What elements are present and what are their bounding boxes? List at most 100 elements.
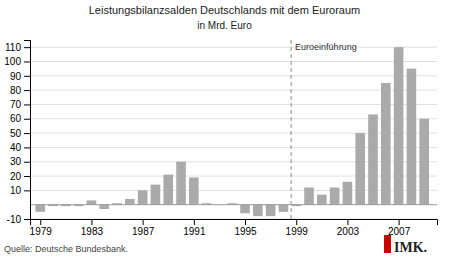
tick-label: 1979: [30, 226, 53, 237]
y-axis: -10 10 20 30 40 50 60 70 80 90 100 110: [4, 41, 30, 225]
tick: 2007: [388, 219, 411, 237]
grid-line: [30, 61, 437, 62]
tick-label: 10: [10, 185, 22, 196]
tick-label: 70: [10, 99, 22, 110]
plot: Euroeinführung 1979 1983 1987 1991 1995 1999 20…: [4, 40, 437, 237]
tick-label: 50: [10, 128, 22, 139]
tick-mark: [24, 76, 30, 77]
tick-label: 80: [10, 85, 22, 96]
tick-label: 40: [10, 142, 22, 153]
tick-label: 20: [10, 171, 22, 182]
tick-mark: [24, 162, 30, 163]
tick-mark: [24, 176, 30, 177]
subtitle: in Mrd. Euro: [197, 20, 252, 31]
tick: 10: [10, 185, 30, 196]
grid-line: [30, 75, 437, 76]
tick: 50: [10, 128, 30, 139]
source: Quelle: Deutsche Bundesbank.: [4, 244, 128, 254]
axis-line: [31, 220, 438, 226]
tick: 2003: [337, 219, 360, 237]
tick: 20: [10, 171, 30, 182]
grid-line: [30, 104, 437, 105]
grid-line: [30, 90, 437, 91]
bar: [343, 182, 353, 205]
tick-mark: [24, 133, 30, 134]
tick-mark: [399, 219, 400, 225]
tick-label: 1983: [81, 226, 104, 237]
tick: 1983: [81, 219, 104, 237]
bar: [151, 185, 161, 205]
bar: [189, 177, 199, 204]
title: Leistungsbilanzsalden Deutschlands mit d…: [89, 4, 360, 16]
tick-mark: [143, 219, 144, 225]
tick: -10: [7, 214, 30, 225]
tick: 1991: [183, 219, 206, 237]
tick: 1999: [286, 219, 309, 237]
bar: [266, 205, 276, 216]
bar: [419, 119, 429, 205]
tick-mark: [24, 219, 30, 220]
bar: [381, 83, 391, 205]
bar: [99, 205, 109, 209]
tick: 1979: [30, 219, 53, 237]
bar: [35, 205, 45, 212]
tick: 1995: [234, 219, 257, 237]
tick-mark: [24, 47, 30, 48]
tick-label: 1995: [234, 226, 257, 237]
tick-label: 1987: [132, 226, 155, 237]
logo: IMK.: [394, 240, 427, 255]
marks: [35, 40, 429, 219]
bar: [240, 205, 250, 214]
tick: 70: [10, 99, 30, 110]
bar: [176, 162, 186, 205]
bar: [330, 187, 340, 204]
tick-mark: [91, 219, 92, 225]
tick-label: 2003: [337, 226, 360, 237]
tick: 30: [10, 156, 30, 167]
x-axis: 1979 1983 1987 1991 1995 1999 2003 2007: [30, 219, 438, 237]
tick-label: 110: [5, 42, 21, 53]
chart: Leistungsbilanzsalden Deutschlands mit d…: [0, 0, 449, 257]
bar: [317, 195, 327, 205]
tick-mark: [24, 147, 30, 148]
tick-mark: [40, 219, 41, 225]
tick: 100: [4, 56, 30, 67]
bar: [125, 199, 135, 205]
tick: 80: [10, 85, 30, 96]
tick: 1987: [132, 219, 155, 237]
tick-label: 100: [4, 56, 21, 67]
tick-mark: [24, 190, 30, 191]
tick-mark: [24, 61, 30, 62]
bar: [355, 133, 365, 205]
tick-mark: [296, 219, 297, 225]
tick-label: -10: [7, 214, 22, 225]
bar: [304, 187, 314, 204]
tick-mark: [194, 219, 195, 225]
tick-mark: [24, 104, 30, 105]
bar: [279, 205, 289, 212]
logo-mark: [384, 235, 391, 253]
tick: 60: [10, 113, 30, 124]
annotation: Euroeinführung: [295, 42, 357, 52]
axis-line: [24, 41, 31, 220]
bar: [163, 175, 173, 205]
tick-mark: [24, 119, 30, 120]
tick-label: 1991: [183, 226, 206, 237]
bar: [253, 205, 263, 216]
tick-mark: [24, 90, 30, 91]
tick-mark: [245, 219, 246, 225]
bar: [407, 69, 417, 205]
tick-label: 90: [10, 71, 22, 82]
tick-label: 60: [10, 113, 22, 124]
tick-label: 30: [10, 156, 22, 167]
tick: 90: [10, 71, 30, 82]
grid: [30, 47, 437, 219]
reference-line: [291, 40, 292, 219]
tick-mark: [347, 219, 348, 225]
bar: [87, 200, 97, 204]
zero-line: [30, 204, 437, 205]
grid-line: [30, 47, 437, 48]
tick: 40: [10, 142, 30, 153]
tick: 110: [5, 42, 30, 53]
bar: [138, 190, 148, 204]
